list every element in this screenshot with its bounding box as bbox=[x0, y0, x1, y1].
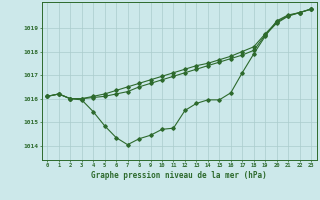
X-axis label: Graphe pression niveau de la mer (hPa): Graphe pression niveau de la mer (hPa) bbox=[91, 171, 267, 180]
